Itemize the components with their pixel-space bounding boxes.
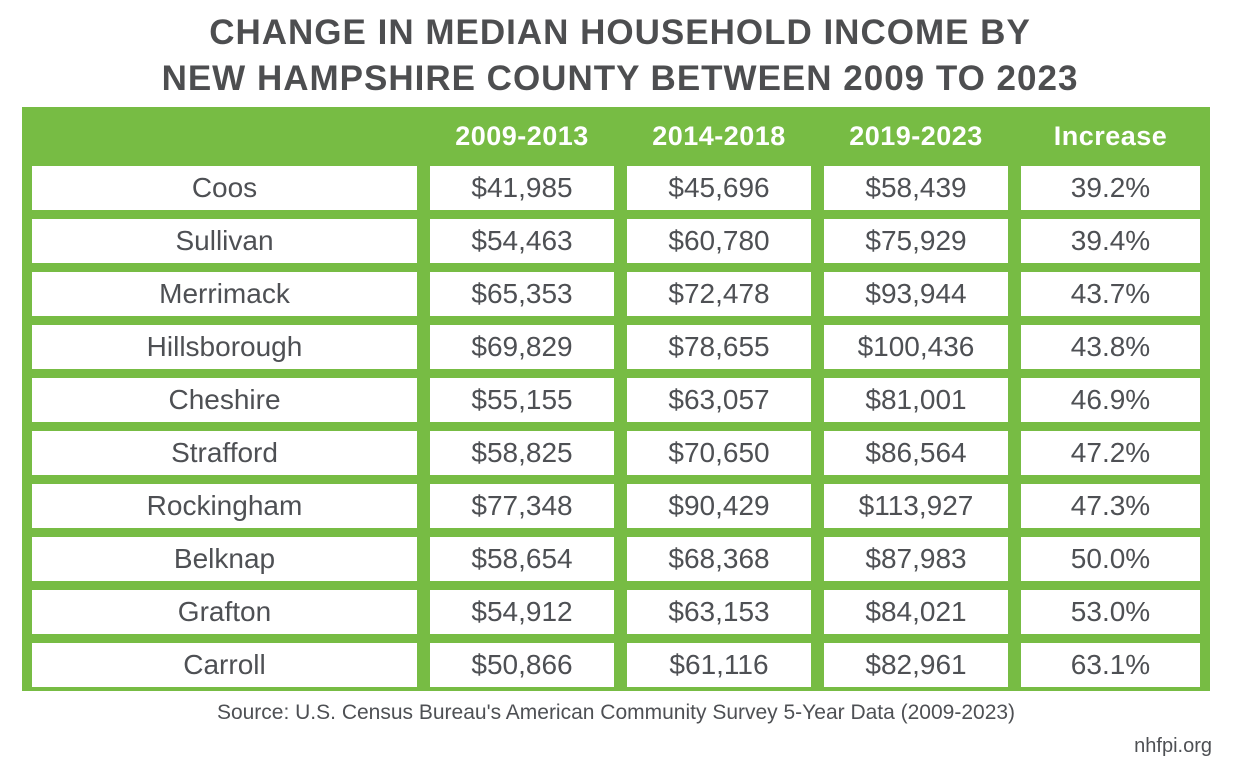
value-cell-2009-2013: $58,825 <box>430 431 614 475</box>
value-cell-2019-2023: $113,927 <box>824 484 1008 528</box>
income-table: 2009-2013 2014-2018 2019-2023 Increase C… <box>22 107 1210 691</box>
table-row: Sullivan $54,463 $60,780 $75,929 39.4% <box>32 219 1200 263</box>
table-row: Rockingham $77,348 $90,429 $113,927 47.3… <box>32 484 1200 528</box>
table-row: Belknap $58,654 $68,368 $87,983 50.0% <box>32 537 1200 581</box>
table-row: Cheshire $55,155 $63,057 $81,001 46.9% <box>32 378 1200 422</box>
county-cell: Merrimack <box>32 272 417 316</box>
value-cell-2009-2013: $77,348 <box>430 484 614 528</box>
site-label: nhfpi.org <box>1134 735 1212 757</box>
value-cell-2019-2023: $87,983 <box>824 537 1008 581</box>
value-cell-2014-2018: $72,478 <box>627 272 811 316</box>
value-cell-2009-2013: $65,353 <box>430 272 614 316</box>
value-cell-2014-2018: $68,368 <box>627 537 811 581</box>
header-increase: Increase <box>1053 121 1168 151</box>
value-cell-2014-2018: $78,655 <box>627 325 811 369</box>
value-cell-2019-2023: $58,439 <box>824 166 1008 210</box>
table-body: Coos $41,985 $45,696 $58,439 39.2% Sulli… <box>32 166 1200 687</box>
header-2014-2018: 2014-2018 <box>652 121 786 151</box>
county-cell: Grafton <box>32 590 417 634</box>
increase-cell: 39.2% <box>1021 166 1200 210</box>
county-cell: Hillsborough <box>32 325 417 369</box>
header-2019-2023: 2019-2023 <box>849 121 983 151</box>
value-cell-2009-2013: $50,866 <box>430 643 614 687</box>
table-row: Hillsborough $69,829 $78,655 $100,436 43… <box>32 325 1200 369</box>
increase-cell: 43.8% <box>1021 325 1200 369</box>
value-cell-2019-2023: $75,929 <box>824 219 1008 263</box>
increase-cell: 43.7% <box>1021 272 1200 316</box>
page-title: CHANGE IN MEDIAN HOUSEHOLD INCOME BY NEW… <box>0 10 1240 102</box>
value-cell-2019-2023: $86,564 <box>824 431 1008 475</box>
table-row: Coos $41,985 $45,696 $58,439 39.2% <box>32 166 1200 210</box>
value-cell-2014-2018: $70,650 <box>627 431 811 475</box>
value-cell-2014-2018: $45,696 <box>627 166 811 210</box>
value-cell-2014-2018: $63,153 <box>627 590 811 634</box>
value-cell-2019-2023: $82,961 <box>824 643 1008 687</box>
county-cell: Sullivan <box>32 219 417 263</box>
increase-cell: 53.0% <box>1021 590 1200 634</box>
table-row: Grafton $54,912 $63,153 $84,021 53.0% <box>32 590 1200 634</box>
county-cell: Carroll <box>32 643 417 687</box>
increase-cell: 39.4% <box>1021 219 1200 263</box>
value-cell-2019-2023: $81,001 <box>824 378 1008 422</box>
value-cell-2014-2018: $63,057 <box>627 378 811 422</box>
title-line-1: CHANGE IN MEDIAN HOUSEHOLD INCOME BY <box>209 13 1031 52</box>
county-cell: Coos <box>32 166 417 210</box>
header-2009-2013: 2009-2013 <box>455 121 589 151</box>
source-note: Source: U.S. Census Bureau's American Co… <box>216 701 1016 724</box>
value-cell-2009-2013: $41,985 <box>430 166 614 210</box>
increase-cell: 47.2% <box>1021 431 1200 475</box>
increase-cell: 47.3% <box>1021 484 1200 528</box>
county-cell: Strafford <box>32 431 417 475</box>
table-row: Merrimack $65,353 $72,478 $93,944 43.7% <box>32 272 1200 316</box>
value-cell-2009-2013: $54,912 <box>430 590 614 634</box>
increase-cell: 50.0% <box>1021 537 1200 581</box>
county-cell: Cheshire <box>32 378 417 422</box>
value-cell-2009-2013: $69,829 <box>430 325 614 369</box>
county-cell: Rockingham <box>32 484 417 528</box>
value-cell-2014-2018: $60,780 <box>627 219 811 263</box>
value-cell-2009-2013: $54,463 <box>430 219 614 263</box>
increase-cell: 46.9% <box>1021 378 1200 422</box>
title-line-2: NEW HAMPSHIRE COUNTY BETWEEN 2009 TO 202… <box>161 59 1079 98</box>
value-cell-2014-2018: $61,116 <box>627 643 811 687</box>
value-cell-2009-2013: $58,654 <box>430 537 614 581</box>
value-cell-2014-2018: $90,429 <box>627 484 811 528</box>
table-row: Carroll $50,866 $61,116 $82,961 63.1% <box>32 643 1200 687</box>
county-cell: Belknap <box>32 537 417 581</box>
value-cell-2019-2023: $84,021 <box>824 590 1008 634</box>
value-cell-2019-2023: $100,436 <box>824 325 1008 369</box>
table-header-row: 2009-2013 2014-2018 2019-2023 Increase <box>32 107 1200 166</box>
table-row: Strafford $58,825 $70,650 $86,564 47.2% <box>32 431 1200 475</box>
increase-cell: 63.1% <box>1021 643 1200 687</box>
value-cell-2009-2013: $55,155 <box>430 378 614 422</box>
value-cell-2019-2023: $93,944 <box>824 272 1008 316</box>
